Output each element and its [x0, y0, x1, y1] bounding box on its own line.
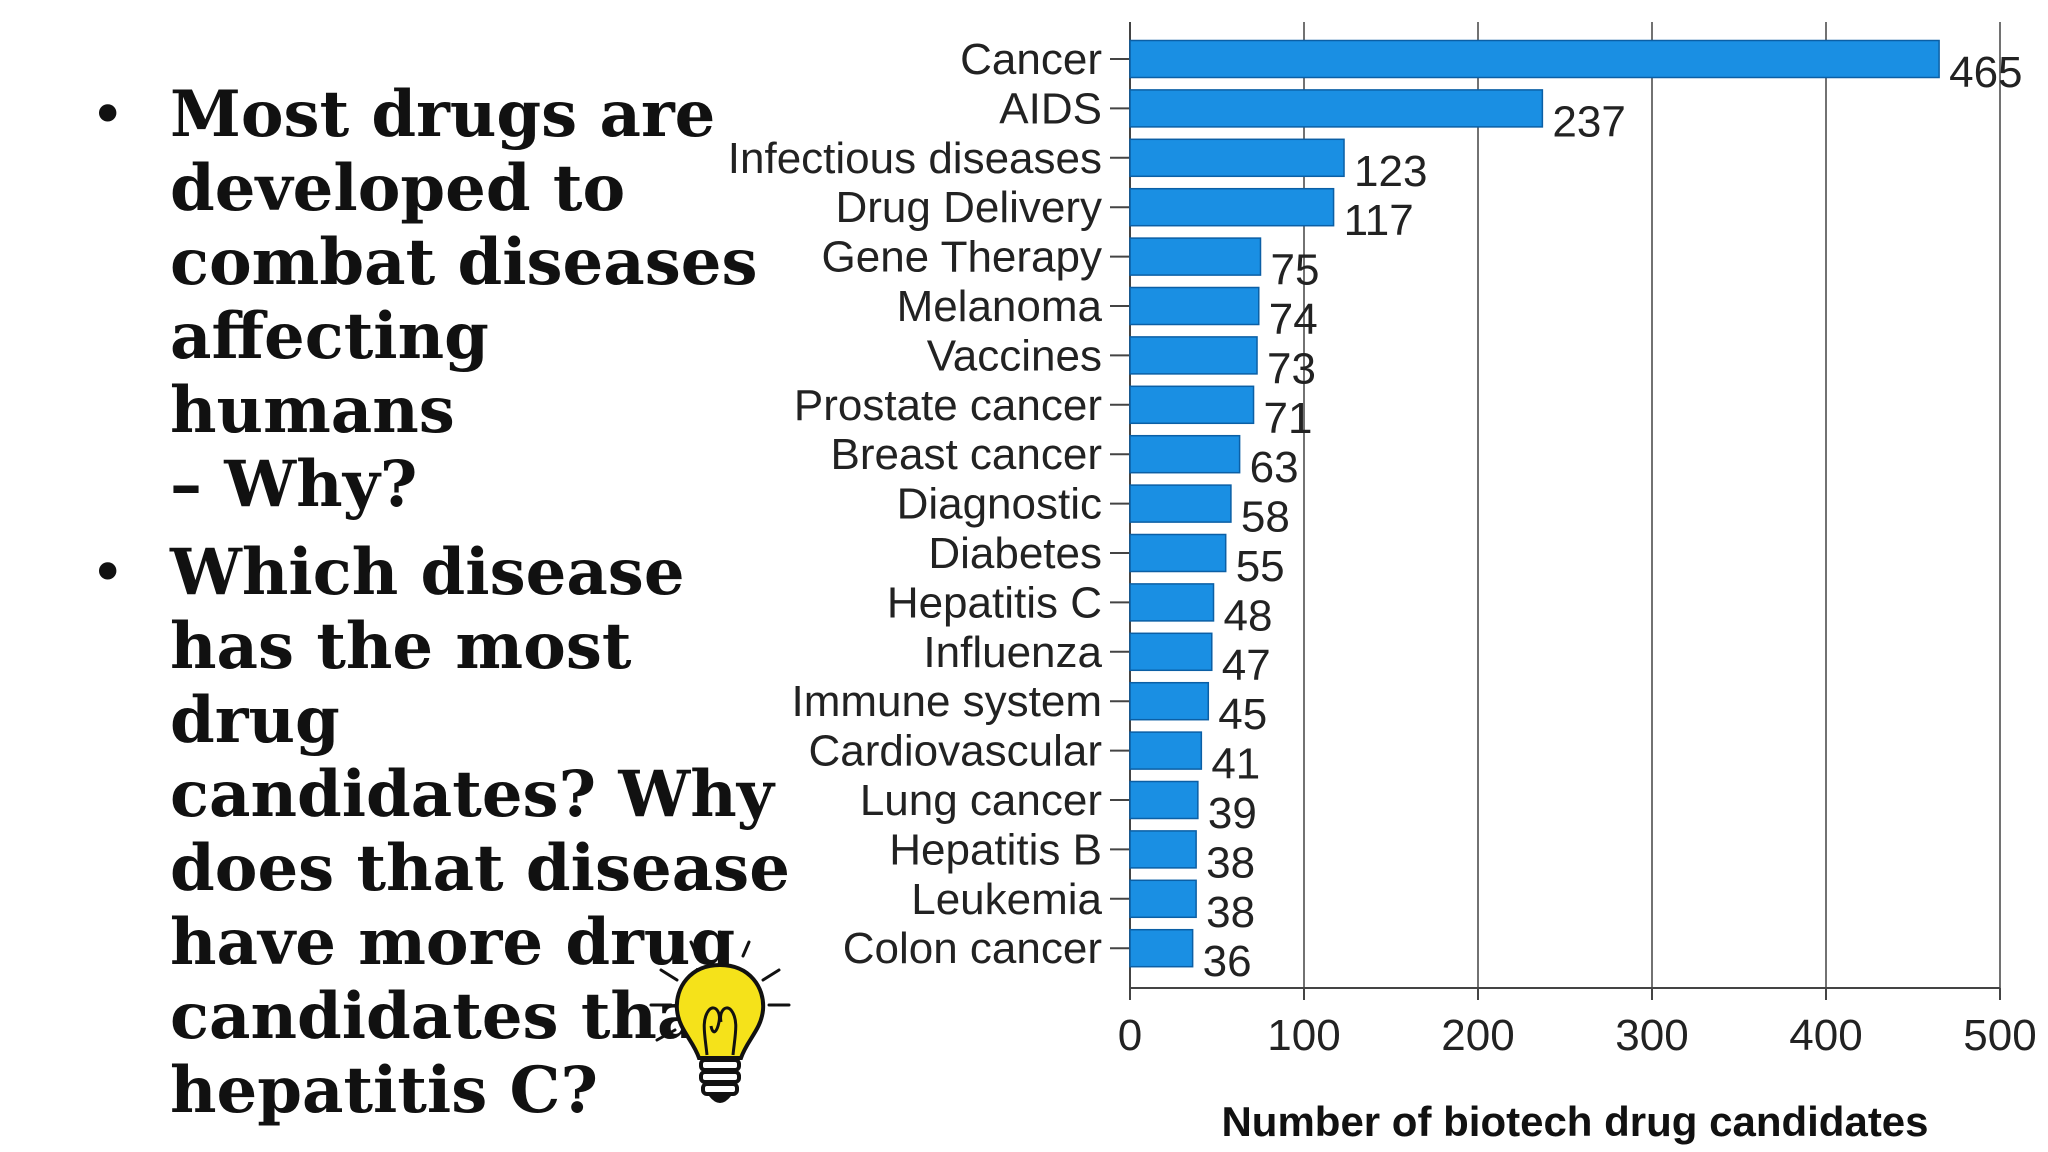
bar — [1129, 39, 1940, 79]
data-label: 55 — [1236, 542, 1285, 591]
bullet-item: • Most drugs are developed to combat dis… — [90, 78, 790, 522]
bar — [1129, 681, 1210, 721]
x-axis-title: Number of biotech drug candidates — [1221, 1098, 1928, 1145]
category-label: Gene Therapy — [822, 233, 1102, 282]
data-label: 48 — [1224, 591, 1273, 640]
category-label: Vaccines — [927, 331, 1102, 380]
bar — [1129, 583, 1215, 622]
bullet-symbol: • — [90, 538, 126, 608]
bar — [1129, 830, 1197, 869]
category-label: Melanoma — [897, 282, 1103, 331]
bar — [1129, 385, 1255, 425]
category-label: Diabetes — [928, 529, 1102, 578]
data-label: 237 — [1552, 97, 1625, 146]
category-label: Breast cancer — [831, 430, 1102, 479]
bar — [1129, 533, 1227, 573]
data-label: 45 — [1218, 690, 1267, 739]
data-label: 41 — [1211, 740, 1260, 789]
data-label: 465 — [1949, 48, 2022, 97]
bar — [1129, 484, 1232, 523]
bar — [1129, 879, 1197, 919]
data-label: 71 — [1264, 394, 1313, 443]
category-label: Lung cancer — [860, 776, 1102, 825]
bar — [1129, 434, 1241, 474]
category-label: Cancer — [960, 35, 1102, 84]
category-label: Hepatitis B — [889, 825, 1102, 874]
data-label: 117 — [1344, 196, 1414, 245]
bar — [1129, 286, 1260, 326]
bar — [1129, 138, 1345, 178]
data-label: 47 — [1222, 641, 1271, 690]
x-tick-label: 0 — [1118, 1011, 1142, 1060]
category-label: Infectious diseases — [728, 134, 1102, 183]
data-label: 38 — [1206, 838, 1255, 887]
bar — [1129, 780, 1199, 820]
category-label: AIDS — [999, 84, 1102, 133]
x-tick-label: 400 — [1789, 1011, 1862, 1060]
data-label: 75 — [1271, 246, 1320, 295]
bullet-item: • Which disease has the most drug candid… — [90, 536, 790, 1128]
data-label: 58 — [1241, 493, 1290, 542]
data-label: 38 — [1206, 888, 1255, 937]
category-label: Influenza — [923, 628, 1102, 677]
data-label: 63 — [1250, 443, 1299, 492]
bullet-list: • Most drugs are developed to combat dis… — [90, 78, 790, 1142]
bar — [1129, 731, 1203, 770]
bullet-text: Most drugs are developed to combat disea… — [170, 77, 758, 522]
bar — [1129, 187, 1335, 227]
data-label: 73 — [1267, 344, 1316, 393]
x-tick-label: 500 — [1963, 1011, 2036, 1060]
data-label: 39 — [1208, 789, 1257, 838]
category-label: Immune system — [791, 677, 1102, 726]
category-label: Colon cancer — [843, 924, 1102, 973]
category-label: Prostate cancer — [794, 381, 1102, 430]
category-label: Hepatitis C — [887, 578, 1102, 627]
category-label: Cardiovascular — [809, 727, 1102, 776]
x-tick-label: 300 — [1615, 1011, 1688, 1060]
bar — [1129, 237, 1262, 276]
category-label: Drug Delivery — [835, 183, 1102, 232]
bullet-symbol: • — [90, 80, 126, 150]
bar — [1129, 632, 1213, 672]
bullet-text: Which disease has the most drug candidat… — [170, 535, 790, 1128]
x-tick-label: 100 — [1267, 1011, 1340, 1060]
bar — [1129, 928, 1194, 968]
data-label: 123 — [1354, 147, 1427, 196]
category-label: Diagnostic — [897, 480, 1102, 529]
data-label: 36 — [1203, 937, 1252, 986]
bar — [1129, 89, 1544, 128]
bar — [1129, 336, 1258, 375]
category-label: Leukemia — [911, 875, 1102, 924]
lightbulb-icon — [649, 930, 791, 1103]
x-tick-label: 200 — [1441, 1011, 1514, 1060]
data-label: 74 — [1269, 295, 1318, 344]
